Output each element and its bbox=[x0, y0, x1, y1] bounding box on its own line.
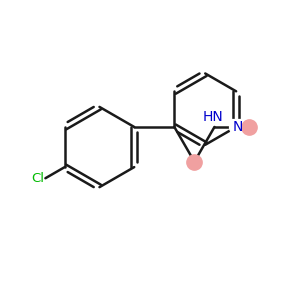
Text: HN: HN bbox=[202, 110, 224, 124]
Text: Cl: Cl bbox=[31, 172, 44, 185]
Text: N: N bbox=[232, 120, 243, 134]
Text: N: N bbox=[232, 120, 243, 134]
